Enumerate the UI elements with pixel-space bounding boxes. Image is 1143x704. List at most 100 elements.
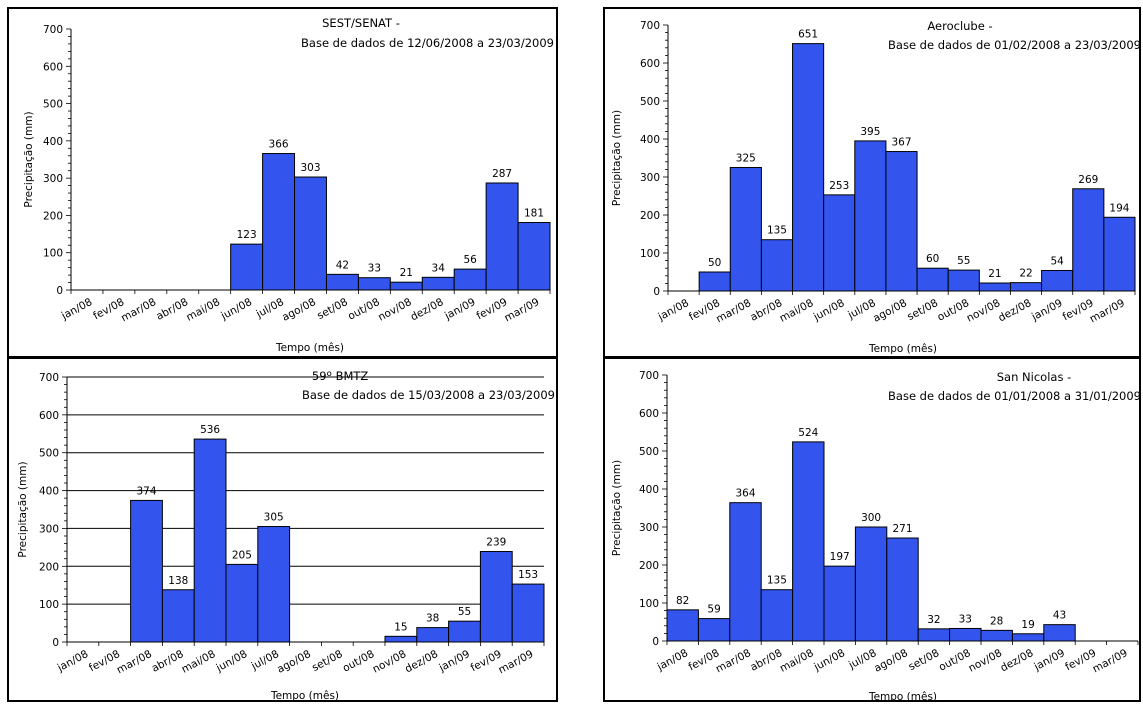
bar <box>325 273 359 291</box>
y-tick-label: 700 <box>43 24 63 36</box>
y-tick-label: 300 <box>639 522 659 534</box>
y-tick-label: 400 <box>639 484 659 496</box>
y-axis-label: Precipitação (mm) <box>17 461 29 557</box>
data-label: 651 <box>798 29 818 41</box>
data-label: 205 <box>232 549 252 561</box>
data-label: 194 <box>1109 202 1129 214</box>
data-label: 253 <box>829 180 849 192</box>
data-label: 28 <box>990 615 1003 627</box>
bar <box>949 627 982 642</box>
y-tick-label: 500 <box>639 446 659 458</box>
x-tick-label: nov/08 <box>967 647 1005 675</box>
bar <box>823 565 856 642</box>
data-label: 22 <box>1019 268 1032 280</box>
data-label: 56 <box>463 254 477 266</box>
y-tick-label: 400 <box>39 486 59 498</box>
x-tick-label: set/08 <box>907 647 942 673</box>
x-tick-label: out/08 <box>935 297 971 324</box>
data-label: 305 <box>264 512 284 524</box>
chart-panel-59-bmtz: 0 100 200 300 400 500 600 700 374 138 536 205 305 15 3… <box>7 357 558 702</box>
y-tick-label: 600 <box>39 410 59 422</box>
bar <box>384 635 418 643</box>
y-tick-label: 200 <box>639 560 659 572</box>
data-label: 395 <box>860 126 880 138</box>
y-tick-label: 500 <box>640 96 660 108</box>
y-tick-label: 0 <box>653 286 660 298</box>
bar <box>885 151 918 292</box>
data-label: 374 <box>136 485 156 497</box>
bar <box>517 222 551 291</box>
bar <box>357 277 391 291</box>
bar <box>1043 624 1076 642</box>
x-tick-label: abr/08 <box>748 647 784 674</box>
bar <box>947 269 980 292</box>
x-tick-label: mar/08 <box>115 648 154 676</box>
x-tick-label: abr/08 <box>150 648 186 675</box>
x-tick-label: ago/08 <box>871 297 909 325</box>
data-label: 54 <box>1050 255 1064 267</box>
x-tick-label: mai/08 <box>778 297 816 325</box>
y-tick-label: 100 <box>39 599 59 611</box>
chart-subtitle: Base de dados de 01/02/2008 a 23/03/2009 <box>888 38 1141 52</box>
data-label: 32 <box>927 614 940 626</box>
data-label: 43 <box>1053 610 1066 622</box>
y-axis-label: Precipitação (mm) <box>611 110 623 206</box>
x-tick-label: abr/08 <box>748 297 784 324</box>
y-tick-label: 300 <box>640 172 660 184</box>
x-tick-label: mar/09 <box>1088 297 1127 325</box>
x-tick-label: set/08 <box>315 296 350 322</box>
data-label: 42 <box>336 259 349 271</box>
data-label: 59 <box>707 604 720 616</box>
data-label: 367 <box>891 137 911 149</box>
x-tick-label: mar/08 <box>119 296 158 324</box>
x-tick-label: dez/08 <box>996 297 1033 324</box>
y-tick-label: 700 <box>39 372 59 384</box>
bar <box>916 267 949 292</box>
x-tick-label: jan/08 <box>59 296 95 323</box>
y-axis-label: Precipitação (mm) <box>611 460 623 556</box>
y-tick-label: 400 <box>43 136 63 148</box>
bar <box>917 628 951 642</box>
bar <box>760 239 794 292</box>
x-tick-label: dez/08 <box>409 296 446 323</box>
x-tick-label: dez/08 <box>403 648 440 675</box>
data-label: 153 <box>518 569 538 581</box>
x-tick-label: jan/08 <box>55 648 91 675</box>
data-label: 15 <box>394 621 407 633</box>
bar <box>1011 633 1045 642</box>
bar <box>421 276 455 291</box>
bar <box>886 537 919 642</box>
data-label: 34 <box>432 262 446 274</box>
bar <box>698 271 731 292</box>
x-tick-label: mar/09 <box>496 648 535 676</box>
y-tick-label: 200 <box>640 210 660 222</box>
data-label: 50 <box>708 257 721 269</box>
bar <box>854 526 888 642</box>
y-tick-label: 200 <box>43 210 63 222</box>
data-label: 536 <box>200 424 220 436</box>
bar <box>980 629 1013 642</box>
data-label: 300 <box>861 512 881 524</box>
data-label: 55 <box>458 606 471 618</box>
bar <box>729 167 762 292</box>
bar <box>230 243 264 291</box>
chart-subtitle: Base de dados de 01/01/2008 a 31/01/2009 <box>888 389 1141 403</box>
x-tick-label: abr/08 <box>154 296 190 323</box>
x-tick-label: jun/08 <box>811 647 847 674</box>
bar <box>978 282 1011 292</box>
bar <box>823 194 856 292</box>
data-label: 364 <box>735 488 755 500</box>
chart-svg-san-nicolas: 0 100 200 300 400 500 600 700 82 59 364 135 524 197 30… <box>611 370 1141 703</box>
bar <box>262 153 296 291</box>
y-tick-label: 600 <box>640 58 660 70</box>
data-label: 38 <box>426 613 439 625</box>
x-tick-label: mar/09 <box>502 296 541 324</box>
data-label: 33 <box>959 613 972 625</box>
x-tick-label: ago/08 <box>275 648 313 676</box>
y-tick-label: 100 <box>639 598 659 610</box>
y-tick-label: 400 <box>640 134 660 146</box>
bar <box>1041 269 1074 292</box>
y-tick-label: 600 <box>639 408 659 420</box>
bar <box>511 583 545 643</box>
data-label: 19 <box>1021 619 1034 631</box>
